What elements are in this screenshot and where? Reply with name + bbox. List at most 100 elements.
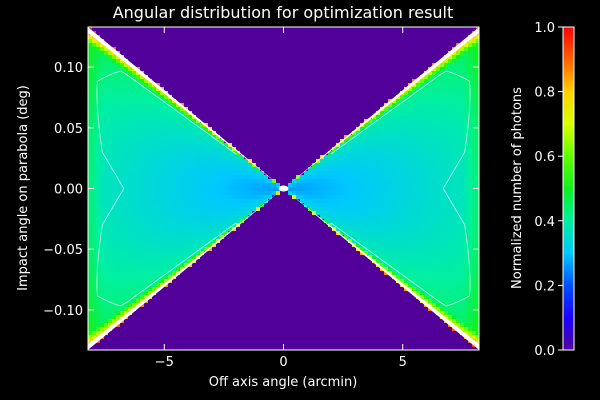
heat-cell — [136, 227, 140, 231]
heat-cell — [404, 175, 408, 179]
heat-cell — [476, 311, 479, 315]
heat-cell — [444, 247, 448, 251]
heat-cell — [392, 107, 396, 111]
heat-cell — [380, 123, 384, 127]
heat-cell — [100, 311, 104, 315]
heat-cell — [144, 291, 148, 295]
heat-cell — [472, 327, 476, 331]
heat-cell — [464, 191, 468, 195]
heat-cell — [428, 243, 432, 247]
heat-cell — [336, 207, 340, 211]
heat-cell — [324, 195, 328, 199]
heat-cell — [356, 147, 360, 151]
heat-cell — [412, 227, 416, 231]
heat-cell — [132, 191, 136, 195]
heat-cell — [388, 151, 392, 155]
heat-cell — [208, 207, 212, 211]
heat-cell — [396, 191, 400, 195]
heat-cell — [368, 187, 372, 191]
heat-cell — [144, 163, 148, 167]
heat-cell — [464, 275, 468, 279]
heat-cell — [140, 259, 144, 263]
heat-cell — [468, 131, 472, 135]
heat-cell — [428, 131, 432, 135]
heat-cell — [404, 127, 408, 131]
heat-cell — [128, 87, 132, 91]
heat-cell — [396, 259, 400, 263]
heat-cell — [92, 335, 96, 339]
heat-cell — [108, 103, 112, 107]
heat-cell — [108, 295, 112, 299]
heat-cell — [392, 239, 396, 243]
heat-cell — [152, 247, 156, 251]
heat-cell — [264, 195, 268, 199]
heat-cell — [160, 115, 164, 119]
heat-cell — [220, 179, 224, 183]
heat-cell — [372, 211, 376, 215]
heat-cell — [152, 227, 156, 231]
heat-cell — [124, 107, 128, 111]
heat-cell — [380, 195, 384, 199]
heat-cell — [180, 159, 184, 163]
heat-cell — [148, 287, 152, 291]
heat-cell — [364, 131, 368, 135]
heat-cell — [160, 151, 164, 155]
heat-cell — [376, 207, 380, 211]
heat-cell — [432, 179, 436, 183]
heat-cell — [384, 239, 388, 243]
heat-cell — [92, 191, 96, 195]
heat-cell — [108, 67, 112, 71]
heat-cell — [348, 143, 352, 147]
heat-cell — [148, 183, 152, 187]
heat-cell — [468, 123, 472, 127]
heat-cell — [92, 295, 96, 299]
heat-cell — [112, 147, 116, 151]
heat-cell — [348, 171, 352, 175]
heat-cell — [244, 159, 248, 163]
heat-cell — [156, 111, 160, 115]
heat-cell — [132, 203, 136, 207]
heat-cell — [100, 67, 104, 71]
heat-cell — [92, 79, 96, 83]
heat-cell — [468, 107, 472, 111]
heat-cell — [344, 235, 348, 239]
heat-cell — [388, 115, 392, 119]
y-tick-label: 0.05 — [54, 122, 83, 137]
heat-cell — [408, 219, 412, 223]
heat-cell — [104, 151, 108, 155]
heat-cell — [396, 271, 400, 275]
heat-cell — [452, 159, 456, 163]
colorbar-tick-label: 0.2 — [534, 279, 555, 294]
heat-cell — [468, 295, 472, 299]
heat-cell — [92, 75, 96, 79]
heat-cell — [428, 283, 432, 287]
heat-cell — [332, 171, 336, 175]
heat-cell — [200, 163, 204, 167]
heat-cell — [128, 219, 132, 223]
heat-cell — [196, 251, 200, 255]
heat-cell — [416, 227, 420, 231]
heat-cell — [460, 131, 464, 135]
heat-cell — [176, 231, 180, 235]
heat-cell — [360, 175, 364, 179]
heat-cell — [412, 147, 416, 151]
heat-cell — [384, 155, 388, 159]
heat-cell — [428, 215, 432, 219]
heat-cell — [464, 115, 468, 119]
heat-cell — [440, 71, 444, 75]
heat-cell — [160, 95, 164, 99]
heat-cell — [304, 199, 308, 203]
heat-cell — [468, 207, 472, 211]
heat-cell — [112, 243, 116, 247]
heat-cell — [168, 255, 172, 259]
heat-cell — [124, 143, 128, 147]
heat-cell — [436, 67, 440, 71]
heat-cell — [472, 319, 476, 323]
heat-cell — [452, 279, 456, 283]
heat-cell — [360, 203, 364, 207]
heat-cell — [96, 207, 100, 211]
heat-cell — [104, 167, 108, 171]
heat-cell — [420, 215, 424, 219]
heat-cell — [412, 179, 416, 183]
heat-cell — [448, 287, 452, 291]
